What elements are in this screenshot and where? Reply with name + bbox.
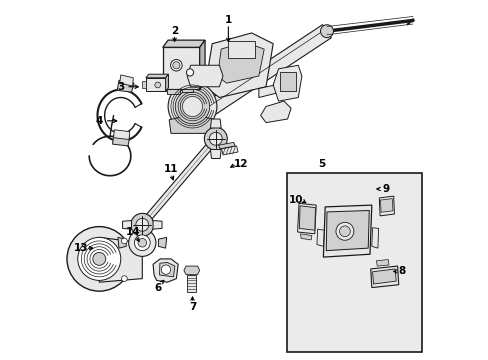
Polygon shape (153, 259, 178, 282)
Polygon shape (182, 89, 192, 92)
Circle shape (136, 219, 148, 231)
Circle shape (170, 59, 182, 71)
Text: 7: 7 (188, 302, 196, 312)
Circle shape (138, 238, 146, 247)
Polygon shape (199, 40, 204, 89)
Bar (286, 173, 421, 352)
Polygon shape (380, 199, 392, 212)
Polygon shape (258, 81, 290, 98)
Polygon shape (371, 228, 378, 248)
Polygon shape (158, 237, 166, 248)
Circle shape (172, 62, 180, 69)
Polygon shape (372, 269, 395, 284)
Polygon shape (210, 149, 221, 158)
Polygon shape (153, 221, 162, 229)
Polygon shape (163, 47, 199, 89)
Polygon shape (142, 81, 145, 88)
Circle shape (209, 132, 222, 145)
Circle shape (67, 226, 131, 291)
Bar (228, 41, 255, 58)
Polygon shape (165, 74, 168, 91)
Polygon shape (218, 142, 235, 149)
Text: 13: 13 (74, 243, 88, 253)
Polygon shape (145, 74, 168, 78)
Circle shape (320, 25, 333, 38)
Circle shape (204, 127, 227, 150)
Polygon shape (169, 117, 215, 134)
Polygon shape (120, 75, 133, 86)
Polygon shape (112, 135, 129, 146)
Circle shape (134, 235, 150, 251)
Polygon shape (163, 40, 204, 47)
Text: 11: 11 (163, 164, 178, 174)
Polygon shape (299, 206, 315, 230)
Circle shape (131, 213, 153, 236)
Circle shape (78, 237, 121, 280)
Circle shape (93, 252, 105, 265)
Text: 10: 10 (289, 195, 303, 205)
Polygon shape (145, 78, 165, 91)
Polygon shape (113, 130, 129, 139)
Polygon shape (167, 89, 180, 94)
Bar (280, 72, 296, 91)
Polygon shape (297, 203, 316, 234)
Polygon shape (122, 221, 131, 229)
Polygon shape (189, 24, 331, 126)
Text: 1: 1 (224, 15, 231, 26)
Circle shape (175, 89, 209, 124)
Polygon shape (159, 262, 175, 277)
Polygon shape (204, 33, 273, 98)
Circle shape (182, 96, 202, 117)
Text: 5: 5 (317, 159, 325, 169)
Polygon shape (300, 234, 311, 240)
Polygon shape (118, 237, 126, 248)
Polygon shape (260, 101, 290, 123)
Text: 14: 14 (126, 227, 141, 237)
Polygon shape (370, 266, 398, 288)
Text: 9: 9 (382, 184, 389, 194)
Circle shape (335, 222, 353, 240)
Polygon shape (316, 229, 324, 246)
Circle shape (128, 229, 156, 256)
Circle shape (186, 69, 193, 76)
Polygon shape (217, 42, 264, 83)
Polygon shape (325, 211, 368, 251)
Circle shape (168, 82, 217, 131)
Circle shape (155, 82, 160, 88)
Polygon shape (139, 136, 218, 227)
Text: 12: 12 (233, 159, 247, 169)
Polygon shape (187, 275, 196, 292)
Polygon shape (379, 196, 394, 216)
Text: 4: 4 (95, 116, 103, 126)
Text: 8: 8 (398, 266, 405, 276)
Polygon shape (376, 260, 388, 266)
Polygon shape (273, 65, 301, 101)
Polygon shape (210, 119, 221, 128)
Circle shape (121, 238, 127, 244)
Text: 2: 2 (171, 26, 178, 36)
Circle shape (121, 276, 127, 282)
Text: 6: 6 (155, 283, 162, 293)
Polygon shape (323, 205, 371, 257)
Circle shape (339, 226, 349, 237)
Polygon shape (187, 65, 223, 87)
Polygon shape (183, 266, 199, 275)
Polygon shape (99, 237, 142, 282)
Polygon shape (221, 146, 238, 155)
Polygon shape (117, 80, 134, 92)
Circle shape (161, 265, 170, 274)
Text: 3: 3 (117, 82, 124, 92)
